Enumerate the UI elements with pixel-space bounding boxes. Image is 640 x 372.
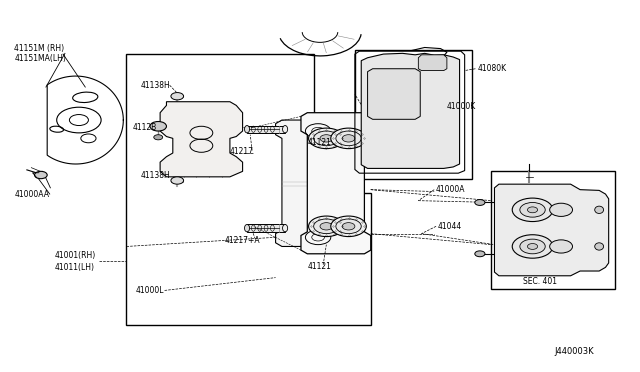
Circle shape <box>342 135 355 142</box>
Bar <box>492 171 615 289</box>
Text: 41138H: 41138H <box>141 170 171 180</box>
Circle shape <box>314 219 339 234</box>
Circle shape <box>171 177 184 184</box>
Polygon shape <box>367 69 420 119</box>
Circle shape <box>308 216 344 237</box>
Circle shape <box>512 198 553 222</box>
Ellipse shape <box>283 224 287 232</box>
Text: 41121: 41121 <box>307 262 331 271</box>
Text: 41217+A: 41217+A <box>225 237 260 246</box>
Text: 41000AA: 41000AA <box>14 190 49 199</box>
Circle shape <box>475 199 485 205</box>
Circle shape <box>171 93 184 100</box>
Ellipse shape <box>244 125 250 133</box>
Bar <box>355 51 472 179</box>
Circle shape <box>550 203 573 217</box>
Circle shape <box>150 122 166 131</box>
Circle shape <box>35 171 47 179</box>
Text: 4112B: 4112B <box>133 123 157 132</box>
Polygon shape <box>361 53 460 169</box>
Polygon shape <box>160 102 243 177</box>
Circle shape <box>331 216 366 237</box>
Ellipse shape <box>595 243 604 250</box>
Circle shape <box>320 135 333 142</box>
Text: 41001(RH): 41001(RH) <box>55 251 96 260</box>
Circle shape <box>527 244 538 249</box>
Circle shape <box>520 202 545 217</box>
Circle shape <box>386 83 401 92</box>
Polygon shape <box>419 55 447 71</box>
Circle shape <box>336 131 361 146</box>
Circle shape <box>550 240 573 253</box>
Text: 41080K: 41080K <box>477 64 506 73</box>
Polygon shape <box>301 113 371 254</box>
Ellipse shape <box>283 125 287 133</box>
Text: 41151M (RH): 41151M (RH) <box>14 44 65 53</box>
Circle shape <box>336 219 361 234</box>
Text: 41000L: 41000L <box>136 286 164 295</box>
Text: 41217: 41217 <box>230 147 254 156</box>
Text: 41000A: 41000A <box>435 185 465 194</box>
Circle shape <box>331 128 366 149</box>
Text: 41011(LH): 41011(LH) <box>55 263 95 272</box>
Text: 41151MA(LH): 41151MA(LH) <box>14 54 66 63</box>
Text: 41121: 41121 <box>307 138 331 147</box>
Circle shape <box>475 251 485 257</box>
Circle shape <box>154 135 163 140</box>
Text: 41000K: 41000K <box>447 102 476 110</box>
Ellipse shape <box>244 224 250 232</box>
Circle shape <box>520 239 545 254</box>
Bar <box>247 125 285 133</box>
Circle shape <box>527 207 538 213</box>
Circle shape <box>342 223 355 230</box>
Text: J440003K: J440003K <box>555 347 595 356</box>
Circle shape <box>386 97 401 106</box>
Text: 41044: 41044 <box>437 222 461 231</box>
Circle shape <box>512 235 553 258</box>
Circle shape <box>314 131 339 146</box>
Text: 41138H: 41138H <box>141 81 171 90</box>
Bar <box>247 224 285 232</box>
Circle shape <box>320 223 333 230</box>
Polygon shape <box>495 184 609 276</box>
Circle shape <box>308 128 344 149</box>
Text: SEC. 401: SEC. 401 <box>523 277 557 286</box>
Polygon shape <box>276 120 361 247</box>
Ellipse shape <box>595 206 604 214</box>
